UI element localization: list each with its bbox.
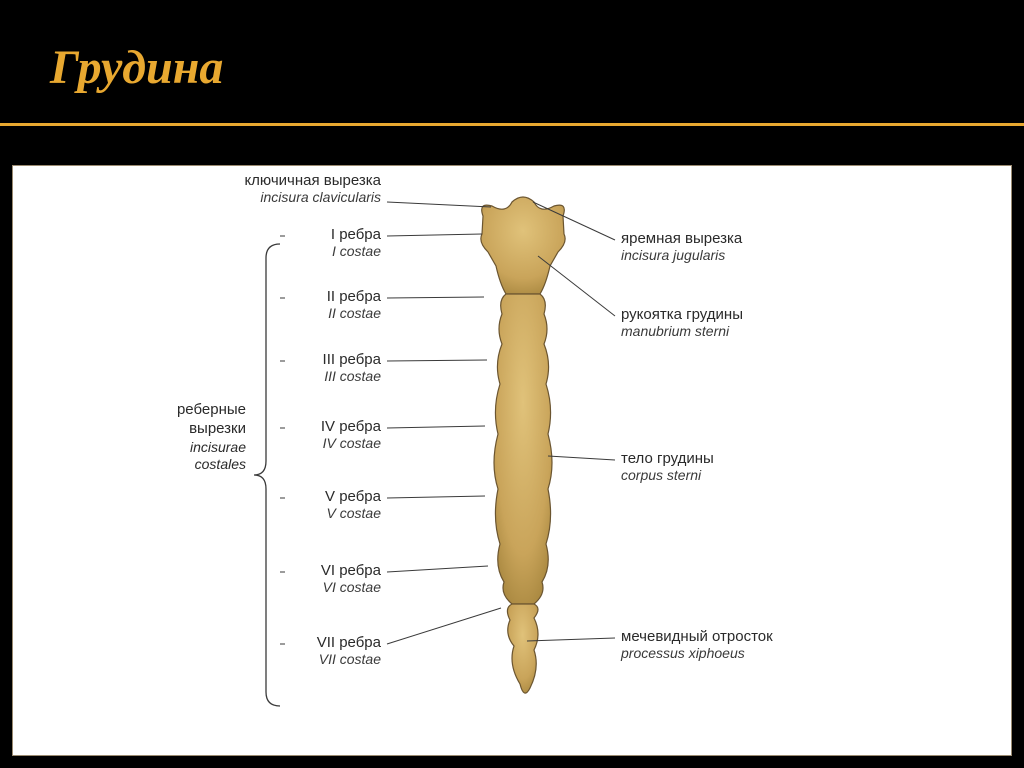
diagram-panel: ключичная вырезкаincisura clavicularis I … bbox=[12, 165, 1012, 756]
title-underline bbox=[0, 123, 1024, 126]
label-clavicular-notch: ключичная вырезкаincisura clavicularis bbox=[244, 172, 381, 205]
label-costal-3: III ребраIII costae bbox=[323, 351, 381, 384]
label-costal-2: II ребраII costae bbox=[327, 288, 381, 321]
sternum-icon bbox=[468, 194, 578, 704]
label-right-1: рукоятка грудиныmanubrium sterni bbox=[621, 306, 743, 339]
label-costal-6: VI ребраVI costae bbox=[321, 562, 381, 595]
page-title: Грудина bbox=[50, 40, 1024, 95]
label-costal-1: I ребраI costae bbox=[331, 226, 381, 259]
label-costal-4: IV ребраIV costae bbox=[321, 418, 381, 451]
label-right-0: яремная вырезкаincisura jugularis bbox=[621, 230, 742, 263]
label-right-2: тело грудиныcorpus sterni bbox=[621, 450, 714, 483]
label-costal-7: VII ребраVII costae bbox=[317, 634, 381, 667]
label-costal-group: реберныевырезкиincisuraecostales bbox=[177, 401, 246, 474]
label-costal-5: V ребраV costae bbox=[325, 488, 381, 521]
label-right-3: мечевидный отростокprocessus xiphoeus bbox=[621, 628, 773, 661]
